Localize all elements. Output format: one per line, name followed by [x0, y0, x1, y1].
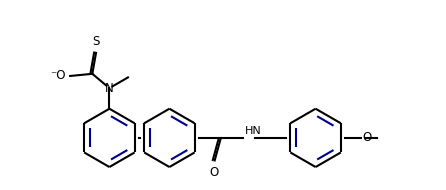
Text: S: S [92, 35, 100, 48]
Text: HN: HN [245, 126, 262, 136]
Text: O: O [362, 131, 371, 144]
Text: O: O [209, 166, 218, 179]
Text: N: N [105, 82, 114, 95]
Text: ⁻O: ⁻O [50, 70, 66, 82]
